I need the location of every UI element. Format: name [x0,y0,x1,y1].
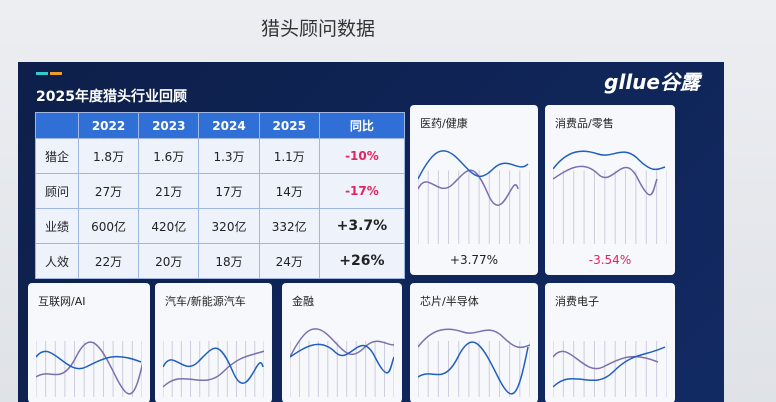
page-title: 猎头顾问数据 [260,18,375,40]
table-cell: 1.8万 [77,138,140,174]
table-cell: 1.3万 [198,138,260,174]
slide-title: 2025年度猎头行业回顾 [36,89,187,105]
table-cell: 332亿 [258,208,320,244]
column-header: 2025 [258,112,320,139]
trend-line [290,328,394,358]
card-change: -3.54% [588,253,632,267]
table-cell: 1.1万 [258,138,320,174]
trend-line [553,346,666,388]
row-header: 业绩 [35,208,79,244]
table-cell: 17万 [198,173,260,209]
table-row: 人效 22万 20万 18万 24万 +26% [35,243,406,279]
header-row: 2022 2023 2024 2025 同比 [35,112,406,139]
accent [50,72,62,75]
card: 互联网/AI [28,283,150,402]
trend-line [36,341,142,395]
card: 消费电子 [545,283,675,402]
table: 2022 2023 2024 2025 同比 猎企 1.8万 1.6万 1.3万 1.1万 -10%… [35,112,406,279]
table-row: 猎企 1.8万 1.6万 1.3万 1.1万 -10% [35,138,406,174]
logo: gllue谷露 [604,70,700,94]
table-cell: 14万 [258,173,320,209]
card-title: 汽车/新能源汽车 [165,295,246,308]
table-cell: +26% [318,243,406,279]
sparkline [553,341,667,397]
column-header: 2022 [77,112,140,139]
card: 消费品/零售 -3.54% [545,105,675,275]
table-cell: +3.7% [318,208,406,244]
trend-line [290,343,394,374]
trend-line [553,150,666,171]
table-cell: 600亿 [77,208,140,244]
column-header: 同比 [318,112,406,139]
card: 汽车/新能源汽车 [155,283,272,402]
sparkline [36,341,142,397]
table-cell: -10% [318,138,406,174]
row-header: 猎企 [35,138,79,174]
card: 金融 [282,283,402,402]
table-cell: -17% [318,173,406,209]
table-cell: 27万 [77,173,140,209]
table-cell: 24万 [258,243,320,279]
card: 芯片/半导体 [410,283,538,402]
card-title: 医药/健康 [420,117,468,130]
sparkline [290,328,394,397]
sparkline [418,328,530,397]
card-title: 芯片/半导体 [420,295,479,308]
table-row: 顾问 27万 21万 17万 14万 -17% [35,173,406,209]
trend-line [36,350,142,370]
sparkline [163,341,264,397]
row-header: 人效 [35,243,79,279]
column-header: 2023 [138,112,200,139]
row-header: 顾问 [35,173,79,209]
table-cell: 21万 [138,173,200,209]
table-cell: 22万 [77,243,140,279]
table-cell: 320亿 [198,208,260,244]
trend-line [418,328,530,349]
card-title: 消费电子 [555,295,599,308]
card-change: +3.77% [449,253,499,267]
trend-line [418,150,529,180]
sparkline [553,150,667,244]
trend-line [163,347,264,384]
accent [36,72,48,75]
trend-line [553,165,658,196]
table-cell: 20万 [138,243,200,279]
table-cell: 1.6万 [138,138,200,174]
card-title: 金融 [292,295,314,308]
table-cell: 18万 [198,243,260,279]
table-cell: 420亿 [138,208,200,244]
column-header [35,112,79,139]
trend-line [163,350,264,388]
card-title: 消费品/零售 [555,117,614,130]
table-row: 业绩 600亿 420亿 320亿 332亿 +3.7% [35,208,406,244]
trend-line [418,169,519,206]
card-title: 互联网/AI [38,295,86,308]
column-header: 2024 [198,112,260,139]
sparkline [418,150,530,244]
card: 医药/健康 +3.77% [410,105,538,275]
trend-line [418,341,529,395]
